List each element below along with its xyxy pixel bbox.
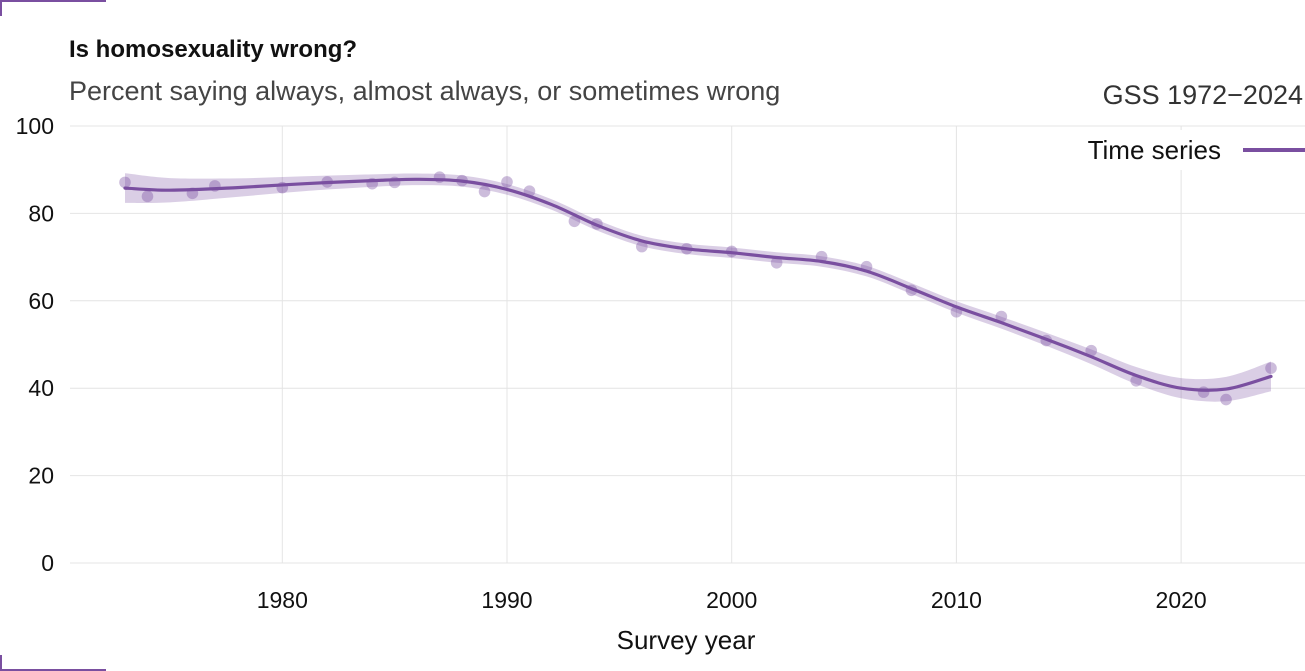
- legend: Time series: [1069, 130, 1305, 170]
- x-tick-label-4: 2020: [1156, 587, 1207, 613]
- x-tick-label-2: 2000: [706, 587, 757, 613]
- x-tick-label-0: 1980: [257, 587, 308, 613]
- legend-label-time-series: Time series: [1087, 134, 1221, 165]
- x-tick-label-1: 1990: [481, 587, 532, 613]
- data-source-label: GSS 1972−2024: [1102, 80, 1303, 110]
- data-point-2024: [1265, 362, 1277, 374]
- data-point-2022: [1220, 393, 1232, 406]
- y-tick-label-2: 40: [28, 375, 54, 401]
- data-point-1989: [478, 185, 491, 198]
- x-axis-label: Survey year: [617, 625, 756, 655]
- data-point-1990: [501, 176, 513, 188]
- y-tick-label-1: 20: [28, 463, 54, 489]
- corner-mark-bottom-left: [0, 655, 106, 671]
- data-point-1993: [568, 215, 581, 228]
- confidence-band: [125, 173, 1271, 402]
- data-point-2021: [1197, 386, 1210, 398]
- y-tick-label-4: 80: [28, 200, 54, 226]
- x-tick-labels: 1980 1990 2000 2010 2020: [257, 587, 1207, 613]
- data-point-2002: [770, 256, 783, 269]
- x-tick-label-3: 2010: [931, 587, 982, 613]
- y-tick-label-3: 60: [28, 288, 54, 314]
- data-point-1996: [636, 240, 648, 253]
- chart-title: Is homosexuality wrong?: [69, 36, 358, 63]
- y-tick-labels: 0 20 40 60 80 100: [16, 113, 54, 576]
- y-tick-label-0: 0: [41, 550, 54, 576]
- legend-line-swatch: [1243, 148, 1305, 152]
- data-point-2012: [995, 310, 1008, 323]
- chart-subtitle: Percent saying always, almost always, or…: [69, 76, 781, 106]
- data-point-2016: [1085, 344, 1098, 357]
- data-points: [119, 171, 1277, 406]
- grid-lines: [70, 125, 1305, 564]
- smoothed-trend-line: [123, 177, 1273, 392]
- data-point-1974: [141, 190, 154, 203]
- corner-mark-top-left: [0, 0, 106, 16]
- y-tick-label-5: 100: [16, 113, 54, 139]
- data-point-1973: [119, 176, 131, 189]
